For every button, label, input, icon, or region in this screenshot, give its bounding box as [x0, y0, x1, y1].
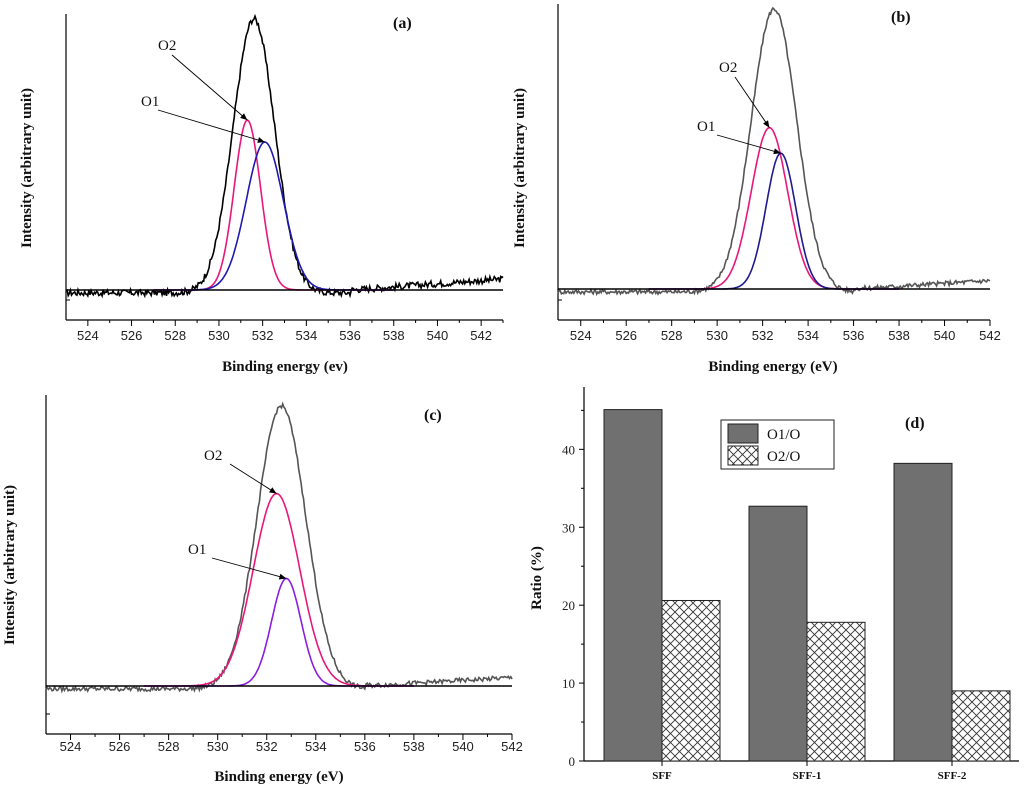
panel-c-xlabel: Binding energy (eV): [214, 769, 343, 785]
panel-d-bar-o1-o-sff-1: [748, 505, 808, 762]
panel-d-legend-swatch-o2: [727, 445, 759, 466]
panel-d-chart: Ratio (%) (d) O1/O O2/O 0 10 20 30 40 SFF SFF-…: [529, 387, 1019, 782]
panel-a-o2-label: O2: [158, 38, 176, 54]
panel-c-arrowhead-o1: [278, 573, 287, 580]
panel-d-category-label: SFF-2: [938, 770, 967, 782]
panel-c-x-tick-label: 538: [403, 739, 425, 754]
panel-c-x-tick-label: 536: [354, 739, 376, 754]
panel-d-legend-label-o2: O2/O: [767, 449, 801, 465]
panel-a-chart: Intensity (arbitrary unit) Binding energ…: [19, 13, 504, 375]
panel-b-arrow-o1: [716, 134, 781, 154]
panel-b-x-tick-label: 536: [843, 328, 865, 343]
panel-b-series-o1: [648, 152, 900, 290]
panel-d-bar-o1-o-sff: [603, 409, 663, 762]
panel-a-series-o2: [153, 119, 394, 291]
panel-b-xlabel: Binding energy (eV): [708, 359, 837, 375]
panel-d-legend-label-o1: O1/O: [767, 427, 801, 443]
panel-c-o2-label: O2: [204, 448, 222, 464]
panel-d-y-tick-label: 10: [562, 676, 575, 691]
panel-c-series-measured: [45, 401, 513, 694]
panel-d-y-tick-label: 0: [569, 754, 576, 769]
panel-d-category-label: SFF: [652, 770, 672, 782]
panel-d-y-tick-label: 40: [562, 442, 575, 457]
panel-a-tag: (a): [393, 15, 412, 32]
panel-c-chart: Intensity (arbitrary unit) Binding energ…: [2, 395, 523, 785]
panel-d-bar-o2-o-sff-2: [951, 690, 1011, 762]
panel-d-bar-o2-o-sff-1: [806, 621, 866, 762]
panel-c-ylabel: Intensity (arbitrary unit): [2, 485, 18, 645]
panel-a-series-measured: [65, 13, 504, 299]
panel-c-x-tick-label: 542: [501, 739, 523, 754]
panel-a-x-tick-label: 532: [252, 328, 274, 343]
panel-b-tag: (b): [891, 9, 911, 26]
panel-a-x-tick-label: 524: [77, 328, 99, 343]
panel-b-o1-label: O1: [697, 119, 715, 135]
panel-c-tag: (c): [424, 407, 442, 424]
panel-c-x-tick-label: 532: [256, 739, 278, 754]
panel-c-arrow-o2: [229, 463, 277, 494]
panel-d-ylabel: Ratio (%): [529, 546, 545, 610]
panel-b-chart: Intensity (arbitrary unit) Binding energ…: [512, 4, 1001, 375]
panel-a-xlabel: Binding energy (ev): [222, 359, 348, 375]
panel-c-series-o1: [144, 577, 414, 687]
panel-b-x-tick-label: 524: [570, 328, 592, 343]
panel-a-x-tick-label: 534: [295, 328, 317, 343]
panel-b-series-measured: [557, 6, 991, 297]
panel-c-x-tick-label: 524: [60, 739, 82, 754]
panel-b-o2-label: O2: [719, 60, 737, 76]
panel-c-x-tick-label: 534: [305, 739, 327, 754]
panel-b-x-tick-label: 534: [797, 328, 819, 343]
panel-c-x-tick-label: 528: [158, 739, 180, 754]
panel-b-x-tick-label: 538: [888, 328, 910, 343]
panel-a-arrow-o1: [157, 109, 265, 143]
panel-c-x-tick-label: 526: [109, 739, 131, 754]
panel-d-bar-o1-o-sff-2: [893, 462, 953, 762]
panel-a-arrowhead-o1: [257, 137, 265, 143]
panel-c-x-tick-label: 530: [207, 739, 229, 754]
panel-a-arrow-o2: [171, 54, 248, 121]
panel-c-o1-label: O1: [188, 542, 206, 558]
panel-b-x-tick-label: 542: [979, 328, 1001, 343]
panel-a-x-tick-label: 530: [208, 328, 230, 343]
panel-c-x-tick-label: 540: [452, 739, 474, 754]
panel-d-y-tick-label: 20: [562, 598, 575, 613]
panel-b-arrow-o2: [734, 76, 770, 128]
panel-a-ylabel: Intensity (arbitrary unit): [19, 88, 35, 248]
panel-b-x-tick-label: 532: [752, 328, 774, 343]
panel-d-tag: (d): [905, 415, 925, 432]
panel-b-ylabel: Intensity (arbitrary unit): [512, 88, 528, 248]
panel-b-x-tick-label: 530: [706, 328, 728, 343]
panel-a-arrowhead-o2: [240, 113, 248, 121]
panel-c-arrowhead-o2: [269, 487, 277, 494]
panel-b-arrowhead-o2: [763, 120, 770, 128]
panel-b-x-tick-label: 540: [934, 328, 956, 343]
panel-b-x-tick-label: 526: [615, 328, 637, 343]
panel-a-o1-label: O1: [141, 94, 159, 110]
panel-d-y-tick-label: 30: [562, 520, 575, 535]
panel-a-x-tick-label: 536: [339, 328, 361, 343]
panel-a-x-tick-label: 540: [427, 328, 449, 343]
panel-a-x-tick-label: 528: [164, 328, 186, 343]
panel-a-x-tick-label: 526: [121, 328, 143, 343]
panel-d-category-label: SFF-1: [793, 770, 822, 782]
panel-b-arrowhead-o1: [773, 148, 781, 155]
panel-b-x-tick-label: 528: [661, 328, 683, 343]
panel-c-arrow-o1: [211, 557, 287, 579]
panel-d-bar-o2-o-sff: [661, 599, 721, 762]
panel-a-x-tick-label: 538: [383, 328, 405, 343]
panel-a-x-tick-label: 542: [470, 328, 492, 343]
panel-d-legend-swatch-o1: [727, 423, 759, 444]
